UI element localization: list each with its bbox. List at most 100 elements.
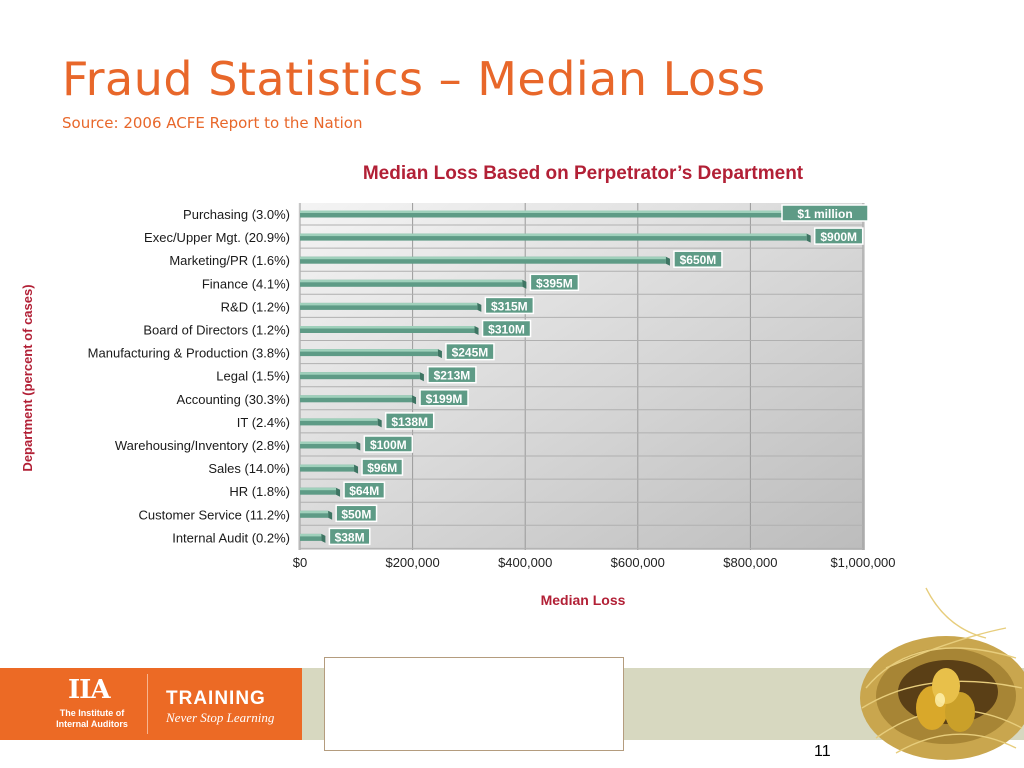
y-axis-label: Department (percent of cases) bbox=[20, 284, 35, 471]
value-label: $50M bbox=[341, 507, 371, 521]
footer-divider bbox=[147, 674, 148, 734]
x-axis-label: Median Loss bbox=[541, 592, 626, 608]
iia-logo: IIA bbox=[68, 675, 110, 705]
category-label: Customer Service (11.2%) bbox=[139, 507, 290, 522]
bar-highlight bbox=[300, 233, 807, 237]
x-tick-label: $200,000 bbox=[385, 555, 439, 570]
category-label: Warehousing/Inventory (2.8%) bbox=[115, 438, 290, 453]
category-label: HR (1.8%) bbox=[229, 484, 290, 499]
value-label-box bbox=[484, 296, 535, 315]
bar-highlight bbox=[300, 349, 438, 352]
value-label-box bbox=[813, 227, 864, 245]
bars bbox=[300, 210, 867, 543]
value-label: $213M bbox=[434, 369, 471, 383]
bar bbox=[300, 487, 337, 495]
value-label: $315M bbox=[491, 299, 528, 313]
value-label: $310M bbox=[488, 323, 525, 337]
bar-highlight bbox=[300, 326, 475, 329]
x-tick-label: $1,000,000 bbox=[830, 555, 895, 570]
bar-end bbox=[356, 441, 361, 451]
bar-end bbox=[354, 464, 359, 474]
x-tick-label: $800,000 bbox=[723, 555, 777, 570]
value-label: $650M bbox=[680, 253, 717, 267]
category-labels: Purchasing (3.0%) Exec/Upper Mgt. (20.9%)… bbox=[88, 207, 290, 545]
bar-end bbox=[336, 487, 341, 497]
bar bbox=[300, 464, 355, 472]
bar-highlight bbox=[300, 464, 355, 468]
category-label: Accounting (30.3%) bbox=[177, 392, 290, 407]
value-label: $138M bbox=[391, 415, 428, 429]
category-label: Finance (4.1%) bbox=[202, 276, 290, 291]
bar-end bbox=[377, 418, 382, 428]
bar bbox=[300, 395, 413, 403]
bar-highlight bbox=[300, 533, 322, 537]
bar bbox=[300, 372, 420, 380]
bar bbox=[300, 302, 478, 310]
page-number: 11 bbox=[814, 743, 831, 760]
value-label-box bbox=[419, 389, 469, 407]
bar bbox=[300, 533, 322, 541]
bar-highlight bbox=[300, 418, 378, 421]
value-label: $1 million bbox=[797, 207, 852, 221]
bar bbox=[300, 233, 807, 241]
bar-end bbox=[437, 349, 442, 359]
bar-highlight bbox=[300, 487, 337, 491]
bar-highlight bbox=[300, 395, 413, 398]
bar-end bbox=[522, 279, 527, 289]
value-label-box bbox=[445, 342, 495, 361]
value-label-box bbox=[529, 273, 580, 292]
bar-highlight bbox=[300, 256, 666, 260]
value-label: $199M bbox=[426, 392, 463, 406]
x-tick-label: $0 bbox=[293, 555, 307, 570]
training-tagline: Never Stop Learning bbox=[166, 710, 275, 725]
value-label-box bbox=[427, 365, 477, 384]
bar bbox=[300, 510, 329, 518]
bar-end bbox=[665, 256, 670, 266]
category-label: IT (2.4%) bbox=[237, 415, 290, 430]
value-label-box bbox=[328, 527, 371, 546]
footer-content-box bbox=[324, 657, 624, 751]
value-label-box bbox=[384, 412, 435, 430]
bar-end bbox=[412, 395, 417, 405]
category-label: Manufacturing & Production (3.8%) bbox=[88, 346, 290, 361]
bar bbox=[300, 349, 438, 357]
bar-end bbox=[328, 510, 333, 520]
bar bbox=[300, 441, 357, 449]
value-label: $900M bbox=[820, 230, 857, 244]
value-label-box bbox=[673, 250, 723, 268]
bar-end bbox=[419, 372, 424, 382]
bar-highlight bbox=[300, 210, 863, 213]
bar-end bbox=[321, 533, 326, 543]
x-tick-labels: $0 $200,000 $400,000 $600,000 $800,000 $1,000… bbox=[293, 555, 896, 570]
category-label: Legal (1.5%) bbox=[216, 369, 290, 384]
bar-highlight bbox=[300, 302, 478, 306]
value-label-box bbox=[363, 435, 414, 453]
category-label: R&D (1.2%) bbox=[221, 299, 290, 314]
value-labels: $1 million $900M $650M $395M $315M $310M $245M… bbox=[328, 204, 869, 546]
value-label-box bbox=[781, 204, 869, 222]
bar-end bbox=[477, 302, 482, 312]
value-label: $96M bbox=[367, 461, 397, 475]
x-tick-label: $600,000 bbox=[611, 555, 665, 570]
category-label: Marketing/PR (1.6%) bbox=[169, 253, 290, 268]
value-label: $64M bbox=[349, 484, 379, 498]
bar bbox=[300, 326, 475, 333]
x-tick-label: $400,000 bbox=[498, 555, 552, 570]
slide-subtitle: Source: 2006 ACFE Report to the Nation bbox=[62, 114, 363, 132]
org-name: The Institute of Internal Auditors bbox=[56, 708, 128, 729]
value-label: $38M bbox=[335, 530, 365, 544]
category-label: Sales (14.0%) bbox=[208, 461, 290, 476]
bar bbox=[300, 279, 523, 287]
median-loss-chart: $1 million $900M $650M $395M $315M $310M $245M… bbox=[20, 163, 896, 608]
grid-lines bbox=[299, 203, 864, 550]
category-label: Board of Directors (1.2%) bbox=[143, 323, 290, 338]
bar-highlight bbox=[300, 372, 420, 375]
category-label: Exec/Upper Mgt. (20.9%) bbox=[144, 230, 290, 245]
nest-eggs-illustration bbox=[860, 587, 1024, 760]
value-label-box bbox=[361, 458, 404, 476]
bar-highlight bbox=[300, 279, 523, 283]
bar bbox=[300, 210, 863, 218]
category-label: Internal Audit (0.2%) bbox=[172, 530, 290, 545]
value-label: $245M bbox=[452, 346, 489, 360]
chart-title: Median Loss Based on Perpetrator’s Depar… bbox=[363, 163, 804, 184]
